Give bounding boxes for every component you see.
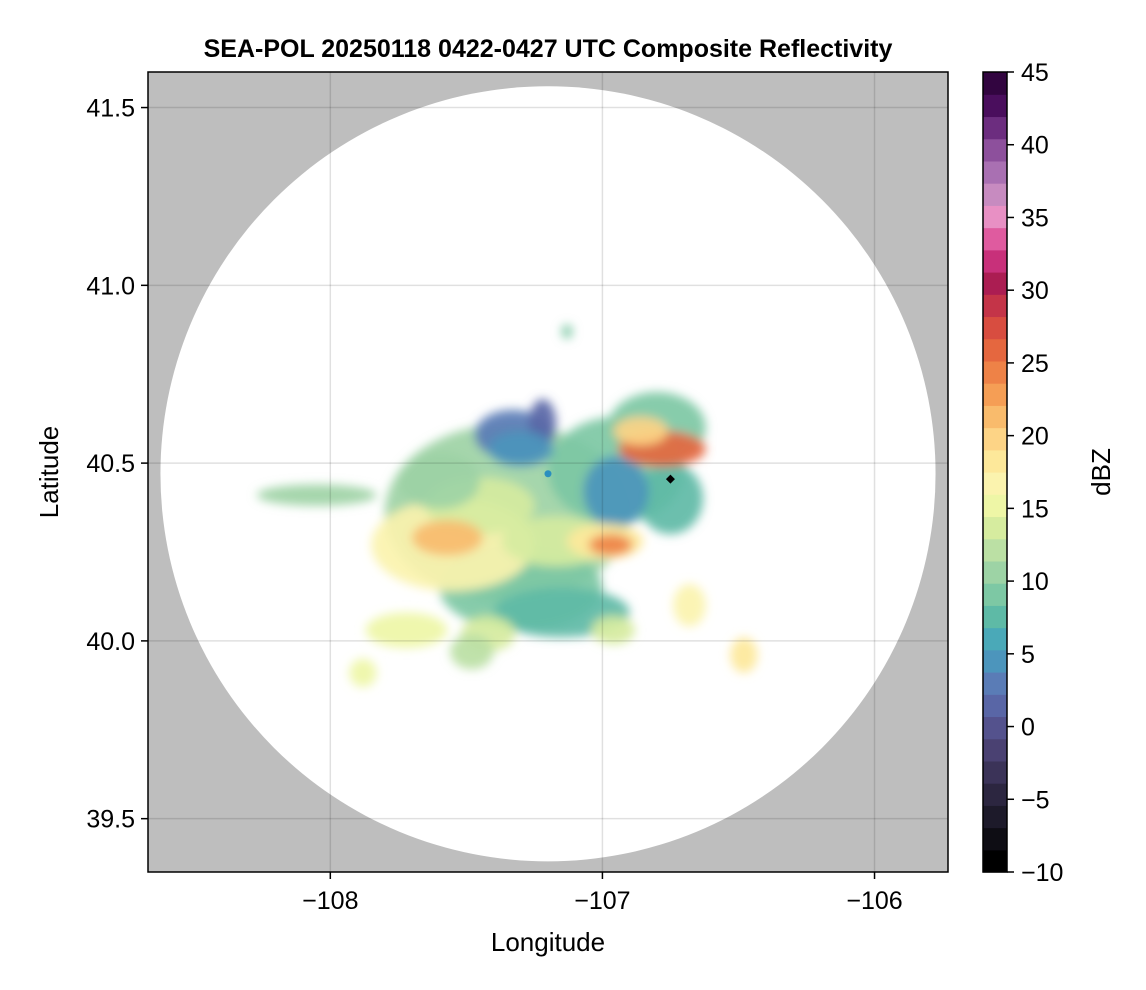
colorbar-segment [983, 405, 1007, 429]
y-tick-label: 41.5 [86, 95, 135, 123]
colorbar-segment [983, 160, 1007, 184]
colorbar-segment [983, 805, 1007, 829]
y-tick-label: 39.5 [86, 806, 135, 834]
colorbar-tick-label: 5 [1021, 641, 1035, 669]
colorbar-tick-label: 20 [1021, 423, 1049, 451]
colorbar-segment [983, 583, 1007, 606]
radar-marker [544, 470, 552, 478]
colorbar-segment [983, 316, 1007, 340]
echo-cell [365, 612, 448, 648]
colorbar-segment [983, 516, 1007, 540]
y-tick-label: 40.0 [86, 628, 135, 656]
echo-cell [613, 416, 668, 446]
echo-cell [591, 616, 636, 645]
colorbar-segment [983, 427, 1007, 451]
colorbar-segment [983, 472, 1007, 495]
colorbar-segment [983, 205, 1007, 229]
echo-cell [398, 452, 480, 510]
colorbar-segment [983, 605, 1007, 629]
x-tick-label: −108 [302, 887, 358, 915]
chart-title: SEA-POL 20250118 0422-0427 UTC Composite… [204, 35, 893, 63]
colorbar-segment [983, 538, 1007, 562]
colorbar-segment [983, 783, 1007, 806]
echo-cell [561, 324, 573, 339]
site-marker [665, 474, 675, 484]
x-axis: −108 −107 −106 [302, 872, 903, 915]
colorbar-label: dBZ [1086, 448, 1116, 496]
colorbar-tick-label: −5 [1021, 786, 1050, 814]
echo-cell [730, 637, 758, 673]
colorbar: −10 −5 0 5 10 15 20 25 30 35 40 45 [982, 59, 1063, 887]
colorbar-segment [983, 138, 1007, 162]
colorbar-tick-label: −10 [1021, 859, 1063, 887]
colorbar-segment [983, 560, 1007, 584]
x-tick-label: −106 [846, 887, 902, 915]
colorbar-segment [983, 294, 1007, 318]
colorbar-frame [982, 71, 1008, 873]
site-markers [544, 470, 675, 484]
grid-lines [148, 72, 948, 872]
colorbar-tick-label: 10 [1021, 568, 1049, 596]
plot-frame [147, 71, 949, 873]
colorbar-segment [983, 227, 1007, 251]
colorbar-segment [983, 360, 1007, 384]
colorbar-segment [983, 694, 1007, 718]
reflectivity-echoes [256, 324, 758, 688]
echo-cell [349, 658, 377, 688]
x-tick-label: −107 [574, 887, 630, 915]
echo-cell [450, 633, 494, 670]
colorbar-segment [983, 383, 1007, 406]
colorbar-segment [983, 738, 1007, 762]
echo-cell [256, 484, 377, 506]
colorbar-segment [983, 338, 1007, 362]
y-tick-label: 41.0 [86, 272, 135, 300]
y-axis: 39.5 40.0 40.5 41.0 41.5 [86, 95, 148, 834]
colorbar-segment [983, 716, 1007, 740]
echo-cell [488, 431, 554, 467]
colorbar-segment [983, 272, 1007, 295]
echo-cell [588, 534, 633, 556]
colorbar-segment [983, 116, 1007, 140]
colorbar-segment [983, 672, 1007, 695]
y-tick-label: 40.5 [86, 450, 135, 478]
colorbar-segment [983, 849, 1007, 873]
echo-cell [583, 456, 649, 528]
colorbar-segment [983, 72, 1007, 95]
colorbar-segment [983, 627, 1007, 651]
colorbar-segment [983, 94, 1007, 118]
colorbar-segment [983, 760, 1007, 784]
echo-cell [637, 463, 704, 535]
colorbar-tick-label: 25 [1021, 350, 1049, 378]
colorbar-tick-label: 30 [1021, 277, 1049, 305]
colorbar-segment [983, 449, 1007, 473]
echo-cell [673, 584, 706, 627]
echo-cell [411, 520, 483, 556]
colorbar-segment [983, 494, 1007, 518]
x-axis-label: Longitude [491, 927, 605, 957]
colorbar-segment [983, 827, 1007, 851]
colorbar-tick-label: 45 [1021, 59, 1049, 87]
colorbar-tick-label: 0 [1021, 714, 1035, 742]
colorbar-segment [983, 649, 1007, 673]
y-axis-label: Latitude [34, 426, 64, 519]
colorbar-tick-label: 15 [1021, 495, 1049, 523]
colorbar-tick-label: 35 [1021, 204, 1049, 232]
colorbar-segment [983, 183, 1007, 206]
colorbar-tick-label: 40 [1021, 132, 1049, 160]
colorbar-segment [983, 249, 1007, 273]
